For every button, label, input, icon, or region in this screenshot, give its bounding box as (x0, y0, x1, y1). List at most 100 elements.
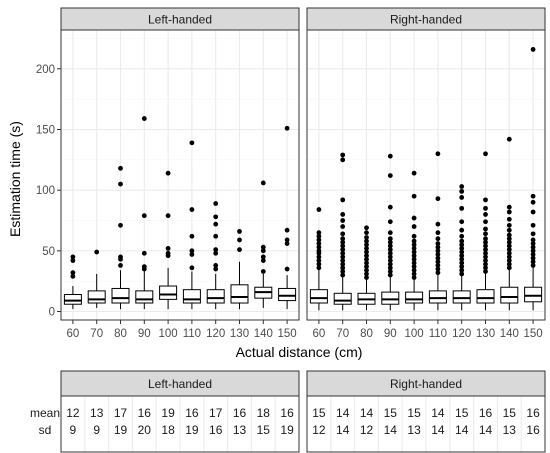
outlier-point (411, 233, 417, 239)
table-cell-mean: 19 (161, 406, 175, 420)
outlier-point (459, 249, 465, 255)
outlier-point (387, 219, 393, 225)
box-iqr (135, 290, 154, 304)
outlier-point (411, 267, 417, 273)
outlier-point (506, 247, 512, 253)
outlier-point (530, 237, 536, 243)
outlier-point (483, 205, 488, 211)
outlier-point (340, 272, 346, 278)
x-tick-label: 100 (405, 328, 424, 340)
table-cell-mean: 16 (233, 406, 247, 420)
outlier-point (364, 260, 369, 266)
x-axis-title: Actual distance (cm) (236, 344, 363, 360)
box-100 (405, 170, 424, 311)
outlier-point (435, 151, 441, 157)
box-iqr (182, 289, 201, 304)
table-cell-mean: 15 (407, 406, 421, 420)
outlier-point (387, 269, 393, 274)
outlier-point (459, 227, 465, 233)
box-130 (476, 151, 495, 311)
box-iqr (87, 290, 106, 304)
outlier-point (364, 256, 369, 262)
outlier-point (411, 215, 417, 221)
outlier-point (483, 231, 488, 237)
outlier-point (387, 173, 393, 179)
outlier-point (260, 180, 266, 186)
outlier-point (435, 248, 441, 254)
outlier-point (237, 237, 242, 243)
outlier-point (364, 225, 369, 231)
outlier-point (459, 271, 465, 277)
outlier-point (364, 267, 369, 273)
y-tick-label: 100 (36, 185, 55, 197)
x-tick-label: 150 (278, 328, 297, 340)
box-iqr (428, 290, 447, 304)
x-tick-label: 80 (114, 328, 127, 340)
outlier-point (213, 221, 219, 227)
outlier-point (213, 250, 219, 256)
x-tick-label: 110 (429, 328, 447, 340)
outlier-point (483, 219, 488, 225)
outlier-point (483, 239, 488, 245)
outlier-point (387, 236, 393, 242)
outlier-point (260, 258, 266, 263)
panel-right-handed: Right-handed 60 70 80 90 100 110 120 130 140 150 (306, 7, 546, 340)
table-cell-sd: 9 (70, 423, 77, 437)
outlier-point (483, 269, 488, 274)
outlier-point (284, 241, 290, 246)
outlier-point (94, 249, 100, 255)
outlier-point (316, 244, 322, 250)
outlier-point (364, 271, 369, 277)
facet-label: Left-handed (148, 13, 212, 27)
outlier-point (387, 239, 393, 245)
table-cell-sd: 20 (138, 423, 152, 437)
box-90 (381, 153, 400, 311)
outlier-point (483, 226, 488, 232)
outlier-point (364, 275, 369, 280)
table-cell-sd: 18 (161, 423, 175, 437)
box-70 (87, 249, 106, 308)
table-cell-mean: 16 (479, 406, 493, 420)
outlier-point (530, 255, 536, 261)
outlier-point (483, 247, 488, 253)
outlier-point (340, 250, 346, 256)
outlier-point (435, 255, 441, 261)
table-cell-mean: 16 (526, 406, 540, 420)
box-120 (452, 184, 471, 311)
outlier-point (340, 236, 346, 242)
box-iqr (500, 286, 519, 304)
outlier-point (189, 233, 195, 239)
outlier-point (506, 261, 512, 267)
outlier-point (340, 224, 346, 229)
outlier-point (284, 266, 290, 272)
outlier-point (530, 47, 536, 52)
outlier-point (340, 212, 346, 217)
table-cell-mean: 12 (66, 406, 80, 420)
table-cell-mean: 15 (312, 406, 326, 420)
outlier-point (506, 204, 512, 210)
outlier-point (316, 241, 322, 246)
outlier-point (316, 248, 322, 254)
outlier-point (506, 136, 512, 142)
box-iqr (476, 289, 495, 304)
outlier-point (364, 246, 369, 251)
box-150 (278, 125, 297, 310)
y-tick-label: 200 (36, 64, 55, 76)
x-tick-label: 120 (452, 328, 471, 340)
outlier-point (459, 253, 465, 259)
outlier-point (316, 258, 322, 263)
box-110 (428, 151, 447, 311)
plot-background (61, 30, 299, 320)
outlier-point (213, 266, 219, 272)
outlier-point (284, 237, 290, 243)
table-cell-mean: 15 (503, 406, 517, 420)
table-strip-label: Right-handed (390, 377, 462, 391)
table-cell-mean: 14 (360, 406, 374, 420)
box-140 (500, 136, 519, 311)
outlier-point (237, 247, 242, 253)
table-cell-sd: 14 (455, 423, 469, 437)
box-90 (135, 116, 154, 310)
outlier-point (316, 254, 322, 260)
outlier-point (411, 193, 417, 199)
box-iqr (524, 286, 543, 303)
